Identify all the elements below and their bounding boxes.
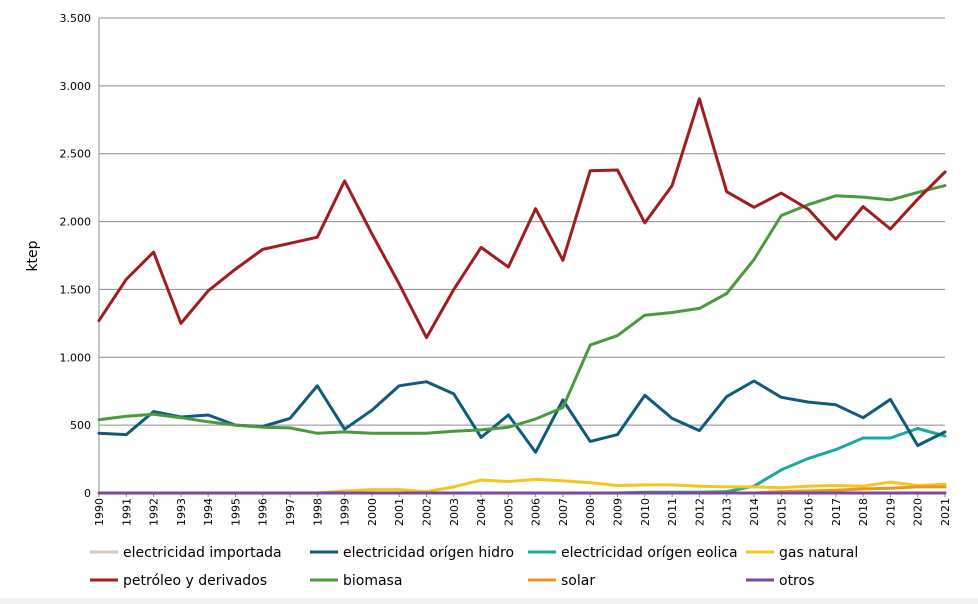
x-tick-label: 1999 — [339, 498, 352, 526]
y-tick-label: 3.000 — [60, 80, 92, 93]
x-tick-label: 1995 — [229, 498, 242, 526]
legend-label: electricidad importada — [123, 545, 282, 561]
legend-item: electricidad importada — [90, 545, 282, 561]
x-tick-label: 2019 — [884, 498, 897, 526]
x-tick-label: 2015 — [775, 498, 788, 526]
x-tick-label: 2006 — [530, 498, 543, 526]
x-tick-label: 1997 — [284, 498, 297, 526]
x-tick-label: 1991 — [120, 498, 133, 526]
y-tick-label: 0 — [84, 487, 91, 500]
legend-label: electricidad orígen eolica — [561, 545, 738, 561]
legend-label: electricidad orígen hidro — [343, 545, 514, 561]
x-tick-label: 2020 — [912, 498, 925, 526]
x-tick-label: 2009 — [612, 498, 625, 526]
x-tick-label: 2013 — [721, 498, 734, 526]
y-tick-label: 2.000 — [60, 216, 92, 229]
x-tick-label: 1996 — [257, 498, 270, 526]
y-tick-label: 1.500 — [60, 283, 92, 296]
y-tick-label: 1.000 — [60, 351, 92, 364]
legend-item: electricidad orígen eolica — [528, 545, 738, 561]
x-tick-label: 2012 — [693, 498, 706, 526]
series-line-4 — [97, 97, 947, 340]
legend-label: biomasa — [343, 573, 402, 589]
x-tick-label: 2005 — [502, 498, 515, 526]
legend-item: biomasa — [310, 573, 402, 589]
y-axis-title: ktep — [25, 240, 41, 271]
x-tick-label: 2000 — [366, 498, 379, 526]
x-tick-label: 1994 — [202, 498, 215, 526]
x-tick-label: 1998 — [311, 498, 324, 526]
legend-item: petróleo y derivados — [90, 573, 267, 589]
bottom-strip — [0, 598, 978, 604]
x-tick-label: 2011 — [666, 498, 679, 526]
x-tick-label: 2001 — [393, 498, 406, 526]
x-tick-label: 2003 — [448, 498, 461, 526]
x-tick-label: 2017 — [830, 498, 843, 526]
x-tick-label: 2004 — [475, 498, 488, 526]
series-line-2 — [97, 427, 947, 495]
series-line-1 — [97, 379, 947, 454]
legend-label: petróleo y derivados — [123, 573, 267, 589]
y-tick-label: 2.500 — [60, 148, 92, 161]
x-tick-label: 1990 — [93, 498, 106, 526]
x-tick-label: 2010 — [639, 498, 652, 526]
x-tick-label: 2016 — [803, 498, 816, 526]
series-line-5 — [97, 184, 947, 435]
x-tick-label: 2007 — [557, 498, 570, 526]
legend-item: electricidad orígen hidro — [310, 545, 514, 561]
legend-label: gas natural — [779, 545, 858, 561]
x-tick-label: 2008 — [584, 498, 597, 526]
x-tick-label: 2002 — [420, 498, 433, 526]
x-tick-label: 1993 — [175, 498, 188, 526]
x-tick-label: 2018 — [857, 498, 870, 526]
x-tick-label: 2014 — [748, 498, 761, 526]
legend-item: otros — [746, 573, 814, 589]
legend-item: gas natural — [746, 545, 858, 561]
legend-item: solar — [528, 573, 595, 589]
x-tick-label: 2021 — [939, 498, 952, 526]
x-tick-label: 1992 — [148, 498, 161, 526]
y-tick-label: 500 — [70, 419, 91, 432]
y-tick-label: 3.500 — [60, 12, 92, 25]
legend-label: solar — [561, 573, 595, 589]
legend-label: otros — [779, 573, 814, 589]
